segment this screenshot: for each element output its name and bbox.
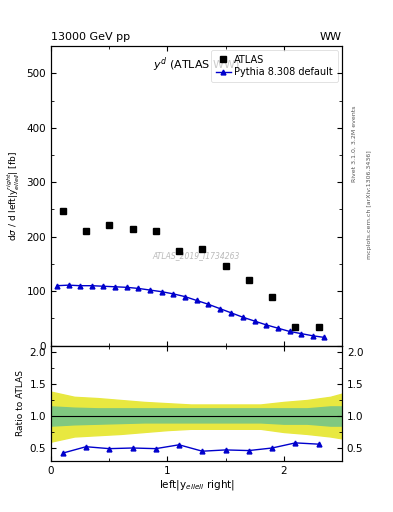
Text: Rivet 3.1.0, 3.2M events: Rivet 3.1.0, 3.2M events — [352, 105, 357, 182]
Pythia 8.308 default — [171, 291, 176, 297]
Pythia 8.308 default — [113, 284, 118, 290]
Pythia 8.308 default — [287, 328, 292, 334]
ATLAS — [270, 293, 274, 300]
Pythia 8.308 default — [148, 287, 152, 293]
Pythia 8.308 default — [322, 334, 327, 340]
Text: WW: WW — [320, 32, 342, 41]
Pythia 8.308 default — [264, 322, 269, 328]
Pythia 8.308 default — [101, 283, 106, 289]
ATLAS — [293, 324, 298, 330]
Pythia 8.308 default — [194, 297, 199, 304]
Pythia 8.308 default — [241, 314, 245, 321]
Text: mcplots.cern.ch [arXiv:1306.3436]: mcplots.cern.ch [arXiv:1306.3436] — [367, 151, 373, 259]
ATLAS — [107, 222, 112, 228]
Y-axis label: Ratio to ATLAS: Ratio to ATLAS — [17, 370, 26, 436]
ATLAS — [316, 324, 321, 330]
Pythia 8.308 default — [299, 331, 303, 337]
ATLAS — [61, 207, 65, 214]
Pythia 8.308 default — [78, 283, 83, 289]
ATLAS — [177, 248, 182, 254]
Pythia 8.308 default — [217, 306, 222, 312]
Pythia 8.308 default — [55, 283, 59, 289]
Pythia 8.308 default — [229, 310, 234, 316]
Text: $y^{d}$ (ATLAS WW): $y^{d}$ (ATLAS WW) — [153, 55, 240, 74]
Text: 13000 GeV pp: 13000 GeV pp — [51, 32, 130, 41]
Y-axis label: d$\sigma$ / d left|y$_{ellell}^{right}$| [fb]: d$\sigma$ / d left|y$_{ellell}^{right}$|… — [6, 151, 22, 241]
X-axis label: left|y$_{ellell}$ right|: left|y$_{ellell}$ right| — [158, 478, 235, 493]
Pythia 8.308 default — [124, 284, 129, 290]
Pythia 8.308 default — [206, 301, 211, 307]
ATLAS — [130, 226, 135, 232]
Pythia 8.308 default — [252, 318, 257, 324]
Pythia 8.308 default — [66, 282, 71, 288]
Pythia 8.308 default — [182, 293, 187, 300]
Pythia 8.308 default — [159, 289, 164, 295]
Pythia 8.308 default — [90, 283, 94, 289]
ATLAS — [153, 228, 158, 234]
Pythia 8.308 default — [275, 325, 280, 331]
ATLAS — [200, 246, 205, 252]
Pythia 8.308 default — [310, 333, 315, 339]
Text: ATLAS_2019_I1734263: ATLAS_2019_I1734263 — [153, 251, 240, 260]
ATLAS — [84, 228, 88, 234]
Legend: ATLAS, Pythia 8.308 default: ATLAS, Pythia 8.308 default — [211, 50, 338, 82]
Pythia 8.308 default — [136, 285, 141, 291]
ATLAS — [223, 263, 228, 269]
Line: ATLAS: ATLAS — [59, 207, 322, 331]
Line: Pythia 8.308 default: Pythia 8.308 default — [55, 283, 327, 340]
ATLAS — [246, 277, 251, 283]
